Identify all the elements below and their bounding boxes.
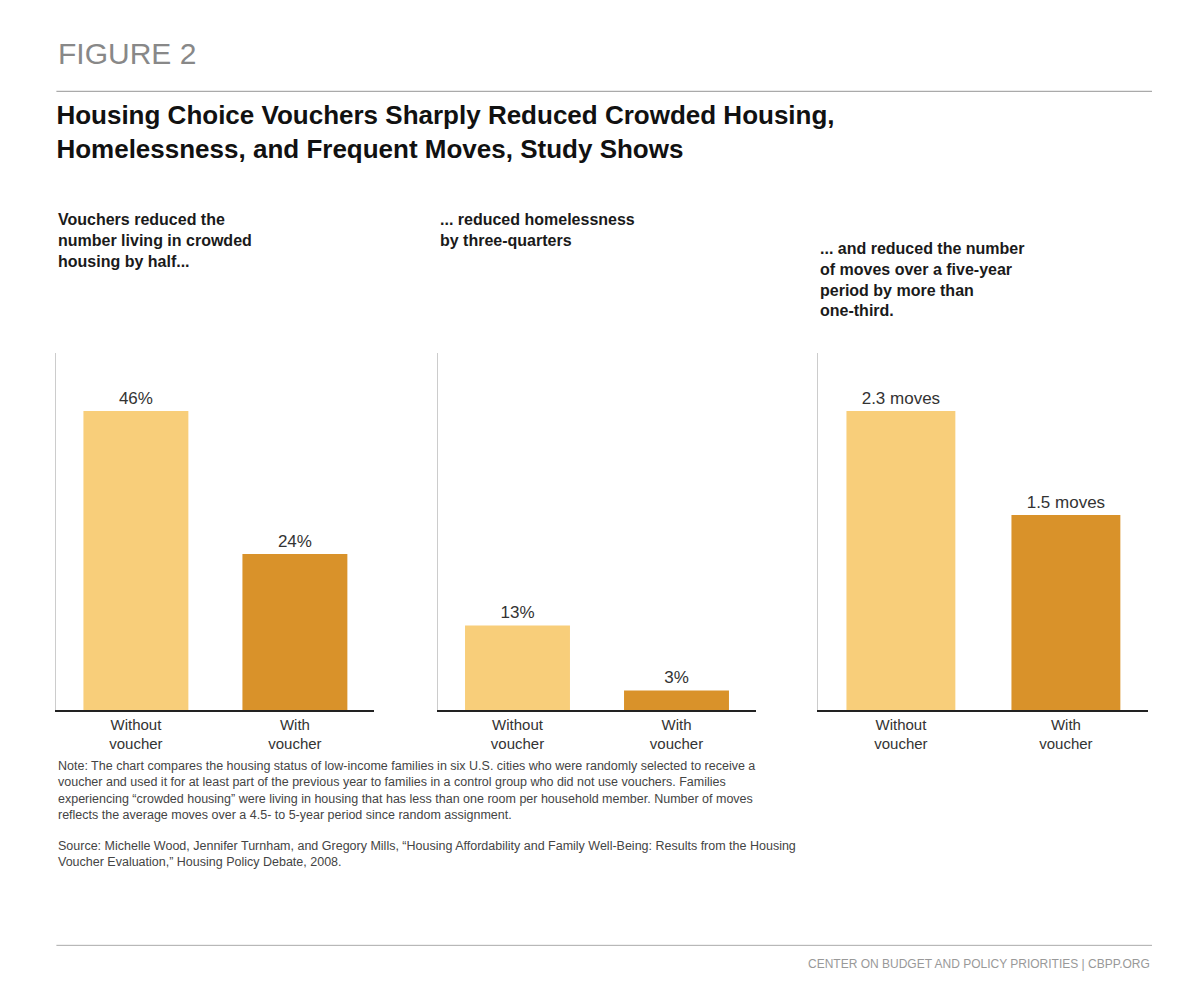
svg-text:3%: 3% xyxy=(664,668,689,687)
svg-text:Withoutvoucher: Withoutvoucher xyxy=(874,716,927,753)
svg-text:Withoutvoucher: Withoutvoucher xyxy=(109,716,162,753)
svg-text:Note: The chart compares the h: Note: The chart compares the housing sta… xyxy=(58,759,755,822)
svg-text:46%: 46% xyxy=(119,389,153,408)
svg-text:... reduced homelessnessby thr: ... reduced homelessnessby three-quarter… xyxy=(440,211,635,249)
svg-text:Withoutvoucher: Withoutvoucher xyxy=(491,716,544,753)
svg-text:24%: 24% xyxy=(278,532,312,551)
svg-text:Source: Michelle Wood, Jennife: Source: Michelle Wood, Jennifer Turnham,… xyxy=(58,839,796,869)
svg-text:Withvoucher: Withvoucher xyxy=(1039,716,1092,753)
svg-text:1.5 moves: 1.5 moves xyxy=(1027,493,1105,512)
svg-text:Vouchers reduced thenumber liv: Vouchers reduced thenumber living in cro… xyxy=(58,211,252,270)
svg-text:... and reduced the numberof m: ... and reduced the numberof moves over … xyxy=(820,240,1024,319)
svg-text:CENTER ON BUDGET AND POLICY PR: CENTER ON BUDGET AND POLICY PRIORITIES |… xyxy=(808,957,1150,971)
svg-text:13%: 13% xyxy=(500,603,534,622)
svg-text:Housing Choice Vouchers Sharpl: Housing Choice Vouchers Sharply Reduced … xyxy=(56,100,834,164)
svg-text:FIGURE 2: FIGURE 2 xyxy=(58,37,196,70)
svg-text:Withvoucher: Withvoucher xyxy=(650,716,703,753)
svg-text:Withvoucher: Withvoucher xyxy=(268,716,321,753)
svg-text:2.3 moves: 2.3 moves xyxy=(862,389,940,408)
